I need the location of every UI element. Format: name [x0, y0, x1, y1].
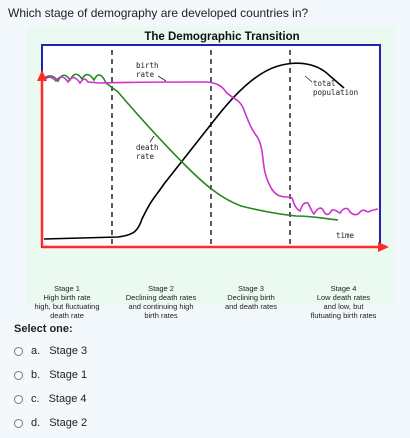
stage-1-caption: Stage 1 High birth rate high, but fluctu… — [26, 284, 108, 320]
death-rate-pointer — [149, 135, 155, 143]
stage-4-desc-2: and low, but — [323, 302, 364, 311]
stage-1-desc-2: high, but fluctuating — [34, 302, 100, 311]
time-label: time — [336, 231, 355, 240]
option-a-radio[interactable] — [14, 346, 23, 356]
option-b[interactable]: b. Stage 1 — [14, 369, 87, 381]
stage-3-desc-2: and death rates — [224, 302, 278, 311]
option-d-text: Stage 2 — [49, 417, 88, 429]
stage-4-name: Stage 4 — [330, 284, 357, 293]
option-c-radio[interactable] — [14, 394, 23, 404]
death-rate-label-line2: rate — [136, 152, 155, 161]
option-d[interactable]: d. Stage 2 — [14, 417, 87, 429]
option-d-radio[interactable] — [14, 418, 23, 428]
stage-1-desc-3: death rate — [50, 311, 84, 320]
figure-canvas: The Demographic Transition birth rate de… — [26, 26, 395, 305]
option-a-text: Stage 3 — [49, 345, 88, 357]
option-c-letter: c. — [31, 393, 40, 405]
demographic-transition-figure: The Demographic Transition birth rate de… — [26, 26, 395, 320]
total-population-pointer — [304, 75, 313, 83]
stage-1-name: Stage 1 — [54, 284, 80, 293]
figure-title: The Demographic Transition — [144, 31, 299, 43]
total-population-label-line1: total — [313, 79, 336, 88]
question-text: Which stage of demography are developed … — [8, 6, 309, 20]
stage-3-caption: Stage 3 Declining birth and death rates — [212, 284, 290, 311]
stage-2-desc-1: Declining death rates — [125, 293, 197, 302]
option-a[interactable]: a. Stage 3 — [14, 345, 87, 357]
option-b-radio[interactable] — [14, 370, 23, 380]
stage-4-caption: Stage 4 Low death rates and low, but flu… — [292, 284, 395, 320]
birth-rate-label-line2: rate — [136, 70, 155, 79]
stage-3-name: Stage 3 — [238, 284, 264, 293]
birth-rate-label-line1: birth — [136, 61, 159, 70]
birth-rate-pointer — [157, 75, 167, 82]
stage-4-desc-3: flutuating birth rates — [310, 311, 377, 320]
stage-2-desc-3: birth rates — [144, 311, 178, 320]
option-b-letter: b. — [31, 369, 41, 381]
x-axis-arrow — [378, 242, 389, 252]
death-rate-curve — [43, 73, 339, 221]
total-population-label-line2: population — [313, 88, 358, 97]
stage-2-desc-2: and continuing high — [128, 302, 194, 311]
option-d-letter: d. — [31, 417, 41, 429]
option-c[interactable]: c. Stage 4 — [14, 393, 86, 405]
birth-rate-curve — [43, 76, 379, 216]
stage-1-desc-1: High birth rate — [43, 293, 91, 302]
death-rate-label-line1: death — [136, 143, 159, 152]
stage-3-desc-1: Declining birth — [227, 293, 275, 302]
stage-4-desc-1: Low death rates — [316, 293, 371, 302]
option-a-letter: a. — [31, 345, 41, 357]
stage-2-caption: Stage 2 Declining death rates and contin… — [112, 284, 210, 320]
total-population-curve — [43, 62, 345, 240]
stage-2-name: Stage 2 — [148, 284, 174, 293]
select-one-label: Select one: — [14, 323, 73, 335]
option-b-text: Stage 1 — [49, 369, 88, 381]
y-axis-arrow — [37, 70, 47, 81]
option-c-text: Stage 4 — [48, 393, 87, 405]
